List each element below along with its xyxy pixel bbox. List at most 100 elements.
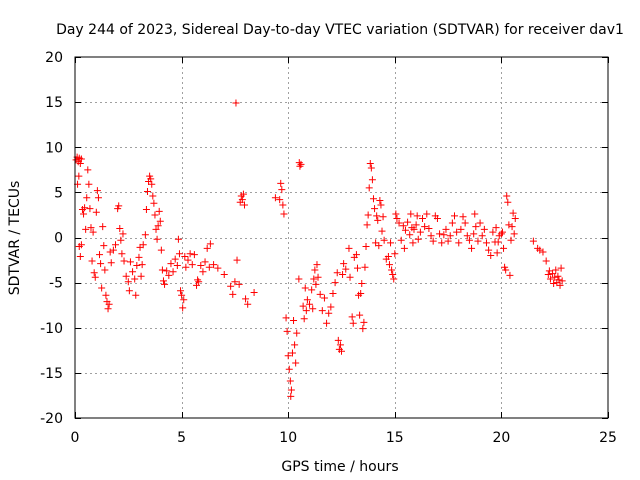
data-point [174,235,182,243]
x-axis-label: GPS time / hours [281,459,398,475]
data-point [397,236,405,244]
data-point [505,221,513,229]
y-tick-label: 10 [45,140,63,156]
data-point [292,359,300,367]
data-point [181,252,189,260]
data-point [142,206,150,214]
data-point [280,210,288,218]
data-point [556,281,564,289]
data-point [301,284,309,292]
data-point [194,276,202,284]
data-point [76,252,84,260]
data-point [480,225,488,233]
data-point [235,280,243,288]
data-points [72,99,566,400]
data-point [277,179,285,187]
data-point [373,212,381,220]
data-point [455,239,463,247]
data-point [367,164,375,172]
data-point [389,271,397,279]
y-tick-label: 5 [54,185,63,201]
data-point [99,223,107,231]
data-point [544,271,552,279]
data-point [374,216,382,224]
data-point [141,231,149,239]
data-point [476,219,484,227]
data-point [158,266,166,274]
data-point [271,194,279,202]
data-point [163,267,171,275]
data-point [474,237,482,245]
data-point [364,211,372,219]
data-point [361,263,369,271]
data-point [360,318,368,326]
data-point [287,386,295,394]
data-point [369,195,377,203]
data-point [423,210,431,218]
x-tick-label: 0 [71,430,80,446]
data-point [133,261,141,269]
data-point [156,217,164,225]
data-point [302,307,310,315]
data-point [429,237,437,245]
data-point [195,278,203,286]
data-point [558,277,566,285]
data-point [77,155,85,163]
data-point [239,190,247,198]
data-point [339,271,347,279]
data-point [91,273,99,281]
data-point [276,196,284,204]
x-tick-label: 20 [492,430,510,446]
data-point [489,228,497,236]
data-point [436,230,444,238]
data-point [87,224,95,232]
data-point [167,260,175,268]
data-point [300,315,308,323]
data-point [366,159,374,167]
data-point [125,287,133,295]
data-point [283,327,291,335]
data-point [507,236,515,244]
data-point [94,194,102,202]
data-point [135,253,143,261]
x-tick-label: 5 [177,430,186,446]
data-point [425,224,433,232]
data-point [448,219,456,227]
data-point [75,172,83,180]
data-point [107,259,115,267]
data-point [414,235,422,243]
data-point [122,272,130,280]
y-tick-label: -5 [49,276,63,292]
data-point [182,263,190,271]
data-point [401,226,409,234]
data-point [485,246,493,254]
data-point [124,278,132,286]
data-point [132,291,140,299]
plot-frame [74,56,609,419]
data-point [210,261,218,269]
data-point [143,187,151,195]
data-point [285,365,293,373]
data-point [232,99,240,107]
data-point [472,223,480,231]
data-point [334,336,342,344]
data-point [147,175,155,183]
data-point [550,280,558,288]
data-point [77,241,85,249]
data-point [546,275,554,283]
data-point [353,264,361,272]
data-point [288,349,296,357]
data-point [404,218,412,226]
data-point [287,392,295,400]
x-tick-label: 10 [279,430,297,446]
data-point [190,251,198,259]
data-point [169,268,177,276]
data-point [238,196,246,204]
data-point [506,271,514,279]
data-point [471,210,479,218]
data-point [311,266,319,274]
data-point [554,272,562,280]
data-point [93,187,101,195]
data-point [303,296,311,304]
data-point [282,314,290,322]
